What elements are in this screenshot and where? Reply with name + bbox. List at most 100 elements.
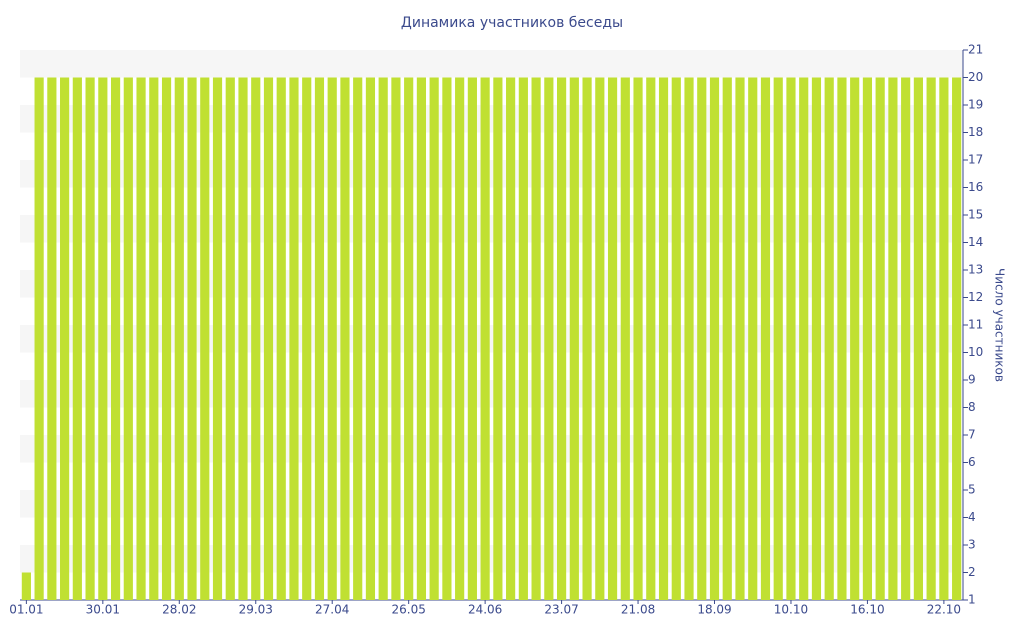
bar [518, 77, 528, 600]
y-tick-label: 13 [968, 263, 983, 277]
bar [60, 77, 70, 600]
bar [365, 77, 376, 600]
y-axis-label: Число участников [993, 268, 1007, 382]
x-tick-label: 16.10 [850, 603, 884, 617]
bar [939, 77, 949, 600]
bar [811, 77, 822, 600]
x-tick-label: 26.05 [391, 603, 425, 617]
y-tick-label: 5 [968, 483, 976, 497]
y-tick-label: 11 [968, 318, 983, 332]
y-tick-label: 21 [968, 43, 983, 57]
x-tick-label: 29.03 [239, 603, 273, 617]
bar [263, 77, 274, 600]
bar [480, 77, 490, 600]
bar [161, 77, 172, 600]
bar [544, 77, 554, 600]
y-tick-label: 9 [968, 373, 976, 387]
bar [658, 77, 669, 600]
bar [21, 572, 31, 600]
bar [901, 77, 911, 600]
bar [276, 77, 286, 600]
y-tick-label: 2 [968, 565, 976, 579]
bar [557, 77, 567, 600]
bar [888, 77, 898, 600]
bar [607, 77, 618, 600]
x-tick-label: 23.07 [544, 603, 578, 617]
background-band [20, 490, 963, 518]
chart-title: Динамика участников беседы [401, 15, 623, 31]
bar [760, 77, 771, 600]
bar [582, 77, 592, 600]
background-band [20, 215, 963, 243]
x-tick-label: 10.10 [774, 603, 808, 617]
y-tick-label: 8 [968, 400, 976, 414]
y-tick-label: 12 [968, 290, 983, 304]
x-tick-label: 28.02 [162, 603, 196, 617]
bar [646, 77, 656, 600]
bar [620, 77, 630, 600]
bar [569, 77, 579, 600]
x-tick-label: 24.06 [468, 603, 502, 617]
background-band [20, 105, 963, 133]
bar [110, 77, 121, 600]
y-tick-label: 14 [968, 235, 983, 249]
background-band [20, 325, 963, 353]
background-band [20, 270, 963, 298]
bar [467, 77, 477, 600]
bar [225, 77, 235, 600]
bar [875, 77, 885, 600]
x-tick-label: 01.01 [9, 603, 43, 617]
bar [251, 77, 261, 600]
bar [314, 77, 325, 600]
bar [952, 77, 962, 600]
bar [34, 77, 44, 600]
bar [722, 77, 732, 600]
bar [200, 77, 210, 600]
x-tick-label: 22.10 [927, 603, 961, 617]
bar [72, 77, 82, 600]
bar [212, 77, 223, 600]
bar [824, 77, 834, 600]
bar [786, 77, 796, 600]
y-tick-label: 18 [968, 125, 983, 139]
y-tick-label: 19 [968, 98, 983, 112]
background-band [20, 380, 963, 408]
background-band [20, 50, 963, 78]
y-tick-label: 7 [968, 428, 976, 442]
x-tick-label: 18.09 [697, 603, 731, 617]
bar [735, 77, 745, 600]
bar [98, 77, 108, 600]
bar [174, 77, 184, 600]
bar [416, 77, 426, 600]
bar [531, 77, 541, 600]
bar [506, 77, 516, 600]
bar [404, 77, 414, 600]
bar [913, 77, 923, 600]
bar [684, 77, 694, 600]
bar [850, 77, 860, 600]
bar [47, 77, 57, 600]
y-tick-label: 3 [968, 538, 976, 552]
y-tick-label: 15 [968, 208, 983, 222]
bar [353, 77, 363, 600]
bar [748, 77, 758, 600]
bar [149, 77, 159, 600]
bar [837, 77, 847, 600]
x-tick-label: 27.04 [315, 603, 349, 617]
bar [709, 77, 720, 600]
bar [302, 77, 312, 600]
bar [289, 77, 299, 600]
bar [136, 77, 146, 600]
x-tick-label: 21.08 [621, 603, 655, 617]
y-tick-label: 16 [968, 180, 983, 194]
bar [773, 77, 783, 600]
bar [429, 77, 439, 600]
y-tick-label: 1 [968, 593, 976, 607]
y-tick-label: 20 [968, 70, 983, 84]
bar [187, 77, 197, 600]
bar [442, 77, 452, 600]
bar [493, 77, 503, 600]
background-band [20, 435, 963, 463]
bar [455, 77, 465, 600]
